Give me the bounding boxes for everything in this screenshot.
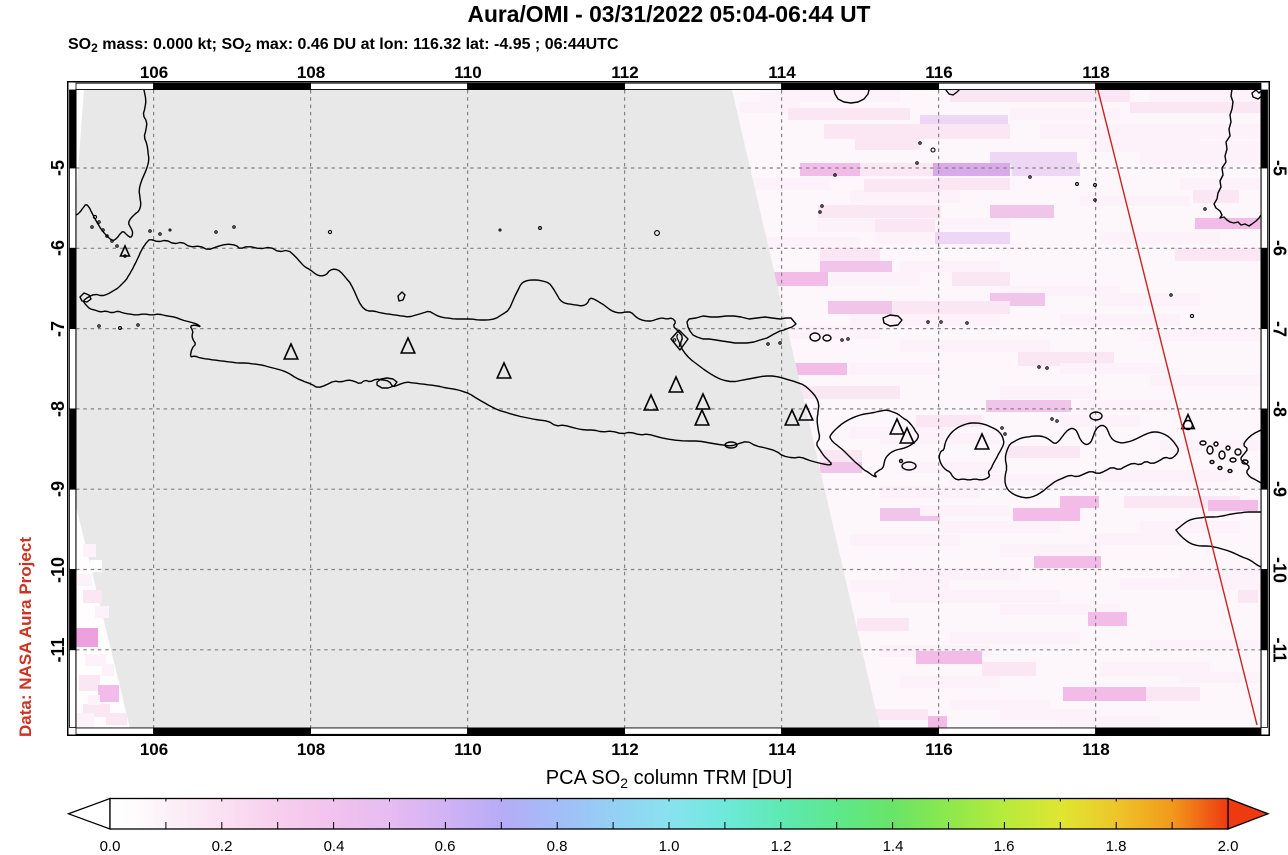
svg-text:-6: -6 xyxy=(1270,240,1288,256)
svg-text:112: 112 xyxy=(611,740,638,759)
svg-text:118: 118 xyxy=(1082,740,1109,759)
svg-text:-5: -5 xyxy=(48,160,68,176)
svg-text:108: 108 xyxy=(297,740,325,759)
svg-text:Aura/OMI - 03/31/2022 05:04-06: Aura/OMI - 03/31/2022 05:04-06:44 UT xyxy=(468,1,871,27)
svg-text:-5: -5 xyxy=(1270,160,1288,176)
svg-text:114: 114 xyxy=(768,740,796,759)
svg-text:-10: -10 xyxy=(48,557,68,583)
svg-text:0.2: 0.2 xyxy=(212,838,233,855)
svg-text:-11: -11 xyxy=(1270,637,1288,662)
svg-text:116: 116 xyxy=(925,740,952,759)
svg-text:108: 108 xyxy=(297,63,325,82)
svg-text:-7: -7 xyxy=(48,321,68,337)
svg-text:116: 116 xyxy=(925,63,952,82)
svg-text:-6: -6 xyxy=(48,240,68,256)
svg-text:118: 118 xyxy=(1082,63,1109,82)
svg-text:-9: -9 xyxy=(1270,481,1288,497)
svg-text:PCA SO2 column TRM [DU]: PCA SO2 column TRM [DU] xyxy=(546,767,792,791)
svg-text:-7: -7 xyxy=(1270,321,1288,337)
svg-text:2.0: 2.0 xyxy=(1218,838,1239,855)
svg-text:106: 106 xyxy=(140,63,168,82)
svg-text:0.8: 0.8 xyxy=(547,838,568,855)
svg-text:Data: NASA Aura Project: Data: NASA Aura Project xyxy=(16,537,35,737)
svg-text:0.4: 0.4 xyxy=(324,838,345,855)
svg-text:1.0: 1.0 xyxy=(659,838,680,855)
svg-text:-10: -10 xyxy=(1270,557,1288,583)
svg-text:1.4: 1.4 xyxy=(883,838,904,855)
svg-text:1.8: 1.8 xyxy=(1106,838,1127,855)
svg-text:SO2 mass: 0.000 kt; SO2 max: 0: SO2 mass: 0.000 kt; SO2 max: 0.46 DU at … xyxy=(68,36,619,55)
svg-text:1.2: 1.2 xyxy=(771,838,792,855)
svg-text:-11: -11 xyxy=(48,637,68,662)
svg-text:112: 112 xyxy=(611,63,638,82)
svg-text:106: 106 xyxy=(140,740,168,759)
svg-text:0.0: 0.0 xyxy=(100,838,121,855)
svg-text:114: 114 xyxy=(768,63,796,82)
svg-text:110: 110 xyxy=(454,63,481,82)
svg-text:-8: -8 xyxy=(48,401,68,417)
svg-text:-9: -9 xyxy=(48,481,68,497)
svg-text:0.6: 0.6 xyxy=(435,838,456,855)
svg-text:1.6: 1.6 xyxy=(994,838,1015,855)
svg-text:-8: -8 xyxy=(1270,401,1288,417)
svg-text:110: 110 xyxy=(454,740,481,759)
